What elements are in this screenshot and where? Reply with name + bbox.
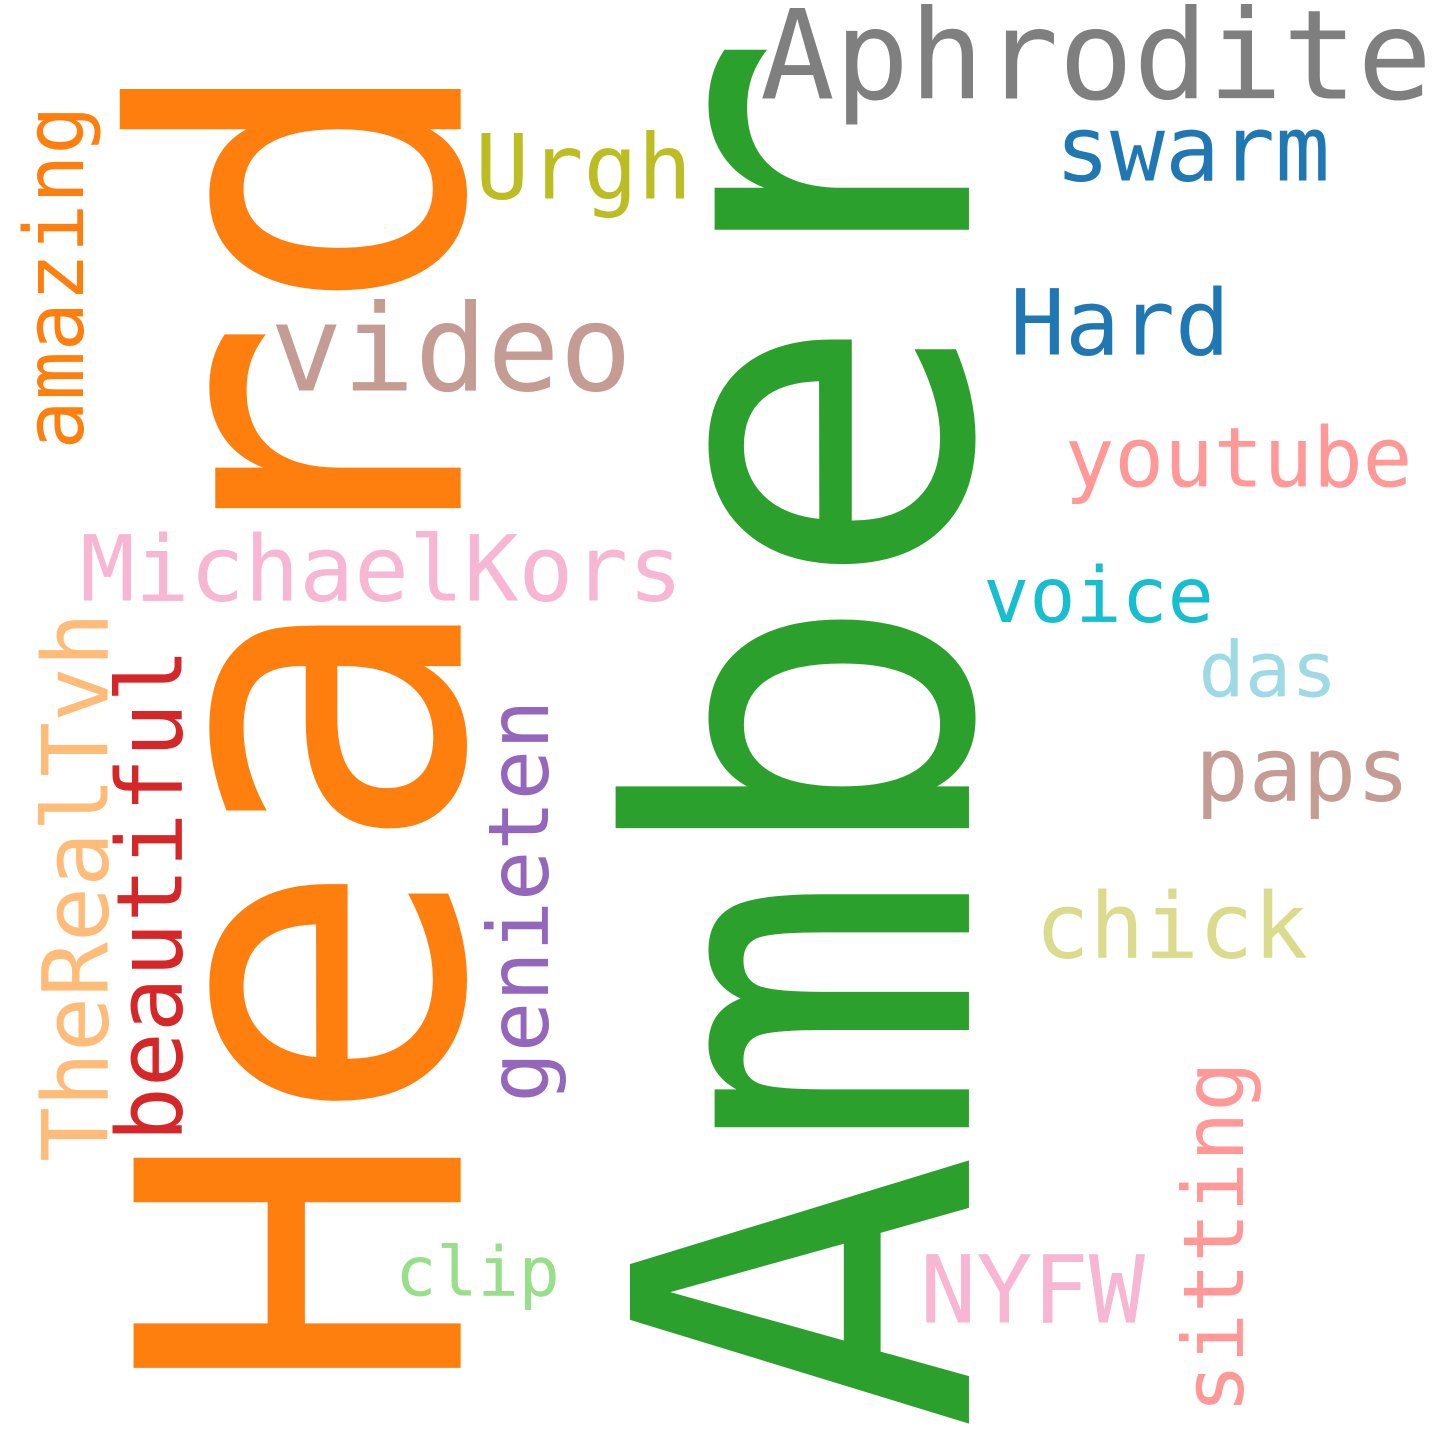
word-hard: Hard [1010,269,1230,377]
word-swarm: swarm [1055,95,1330,203]
word-clip: clip [395,1233,560,1313]
word-beautiful: beautiful [97,648,204,1142]
word-sitting: sitting [1165,1061,1264,1414]
word-amazing: amazing [7,105,103,450]
word-urgh: Urgh [475,115,692,221]
word-youtube: youtube [1064,410,1413,507]
word-nyfw: NYFW [920,1236,1145,1346]
word-video: video [270,279,632,420]
word-genieten: genieten [470,699,569,1103]
word-amber: Amber [536,32,1079,1432]
word-voice: voice [983,552,1214,642]
word-das: das [1198,626,1338,716]
word-aphrodite: Aphrodite [760,0,1432,129]
word-chick: chick [1035,874,1309,980]
word-paps: paps [1195,718,1410,823]
word-michaelkors: MichaelKors [80,517,683,623]
